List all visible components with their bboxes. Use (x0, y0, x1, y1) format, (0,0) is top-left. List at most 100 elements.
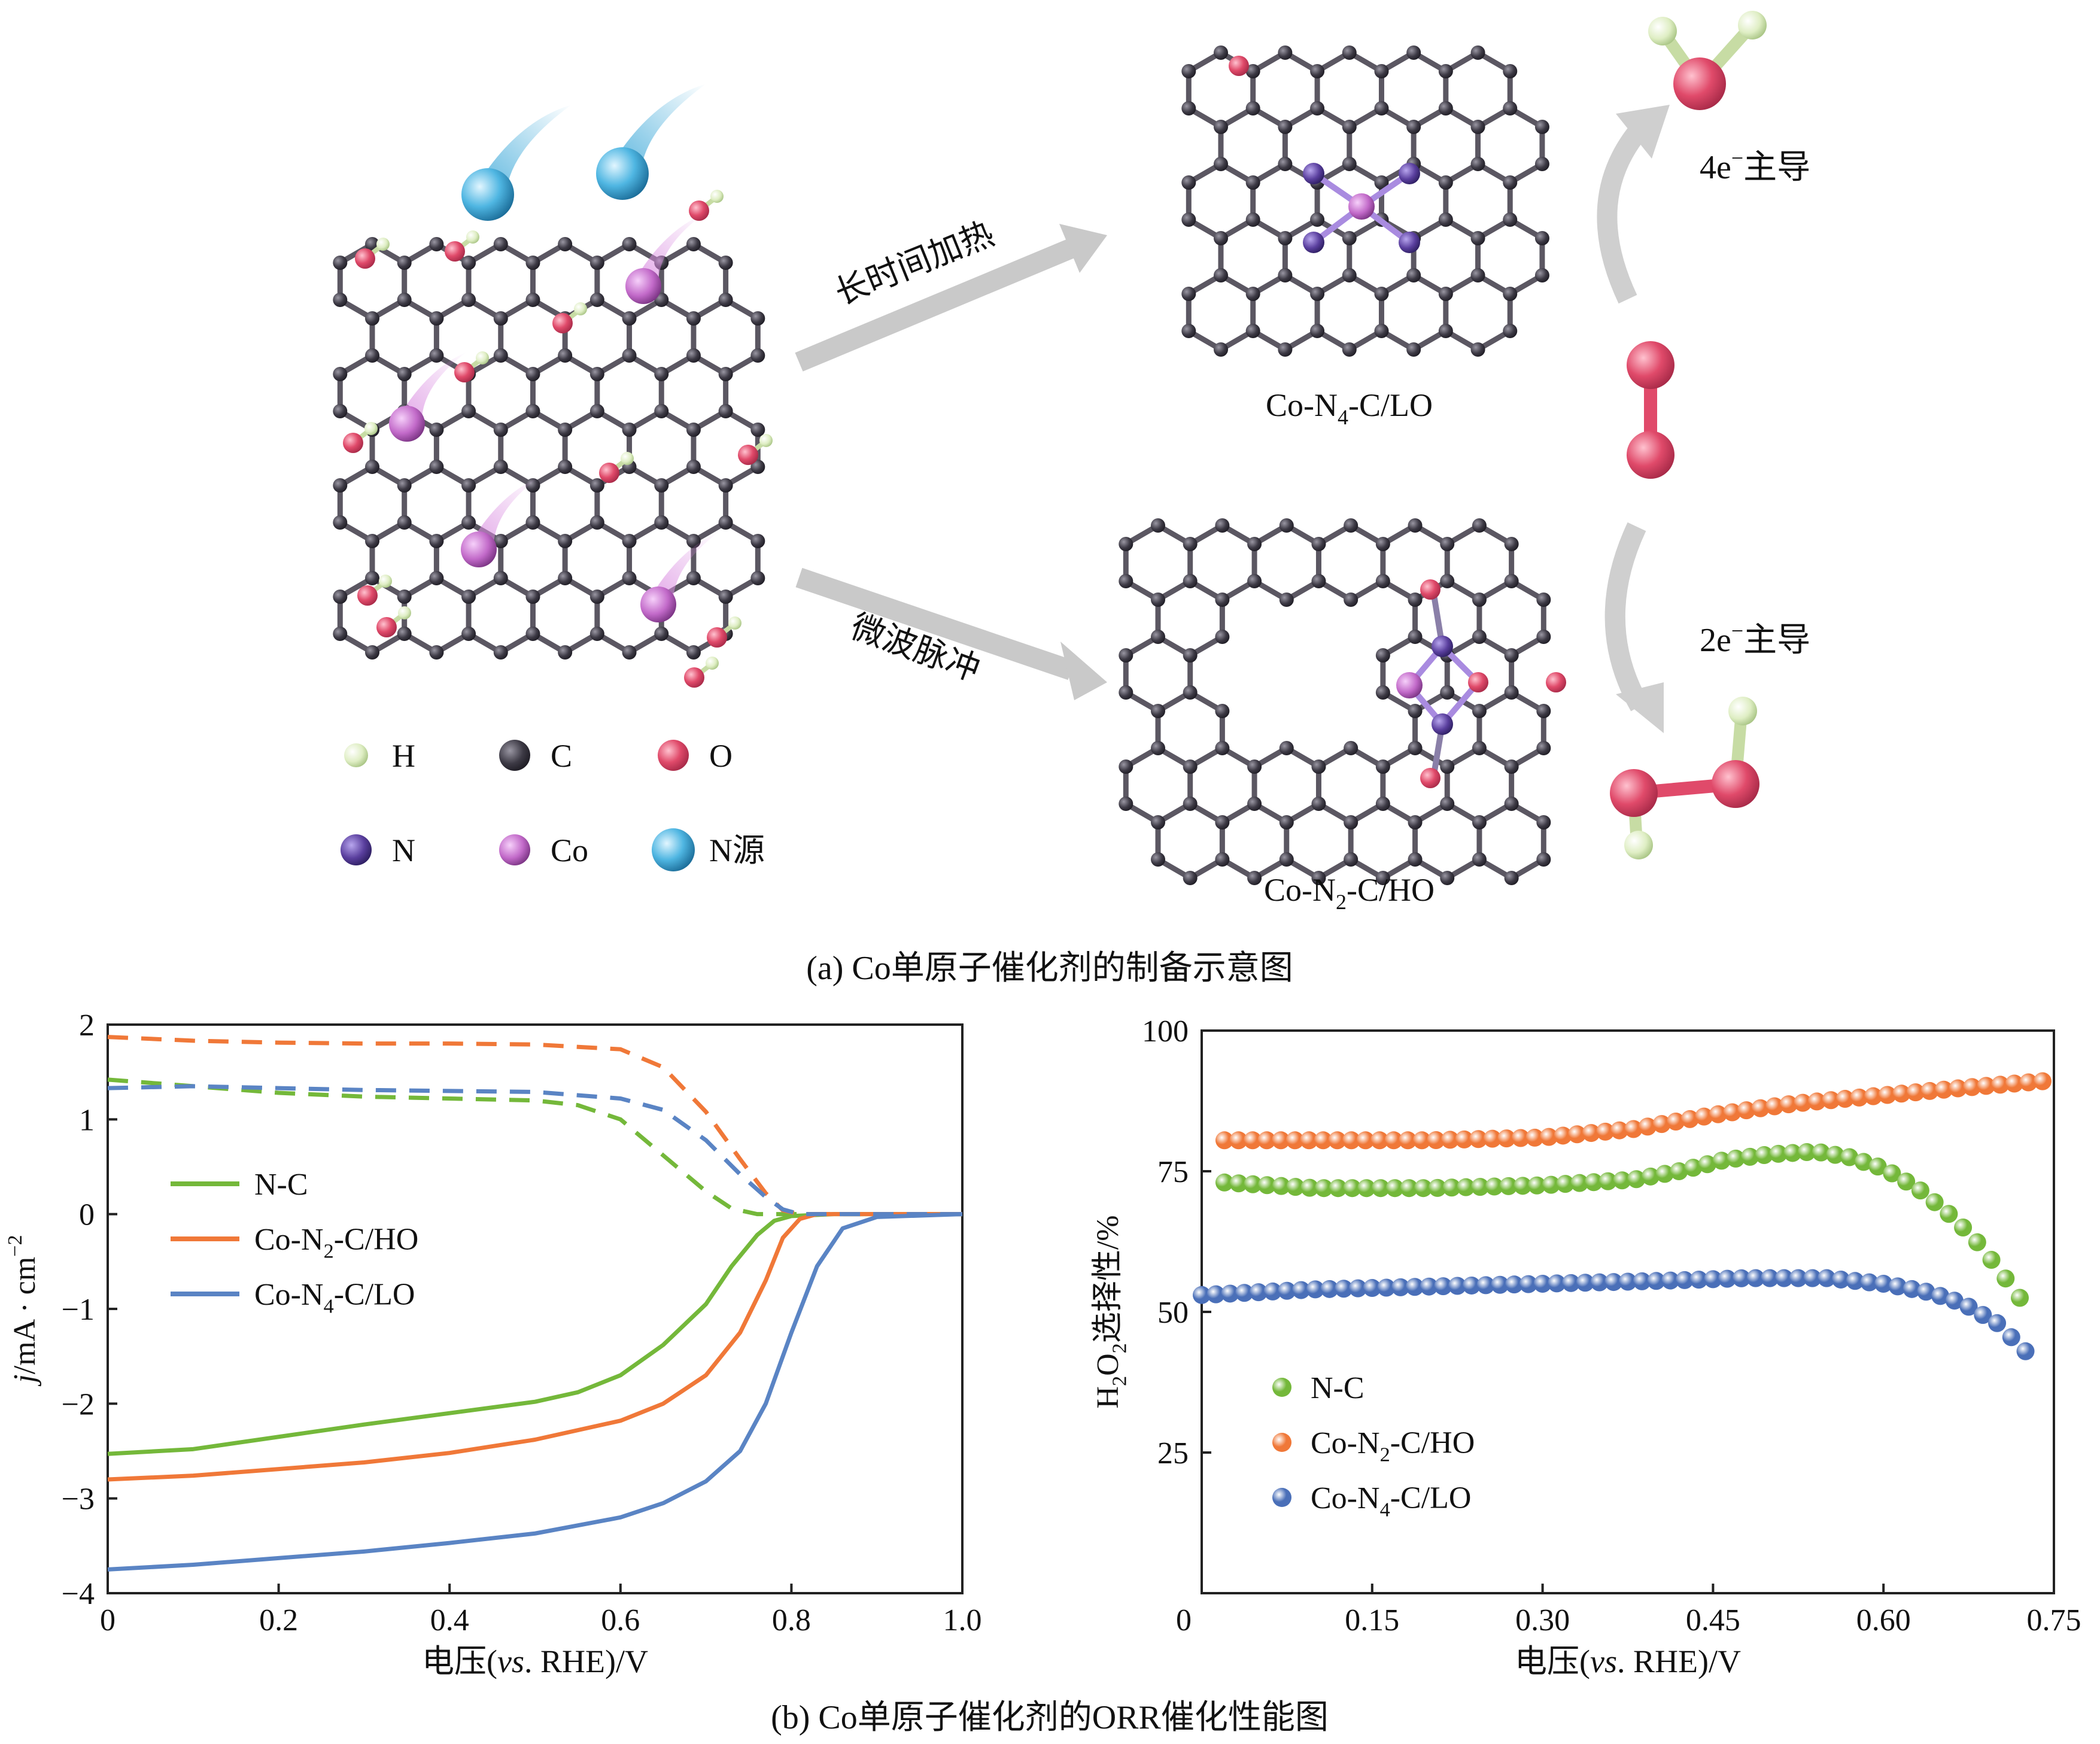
data-point-1 (1455, 1130, 1473, 1149)
carbon-atom (1375, 871, 1390, 885)
hydrogen-atom (728, 616, 741, 630)
route-2e-arrowhead (1616, 682, 1664, 733)
data-point-1 (1949, 1079, 1967, 1098)
data-point-2 (1562, 1274, 1581, 1292)
carbon-atom (1344, 815, 1359, 830)
data-point-1 (2019, 1073, 2038, 1092)
carbon-atom (686, 460, 701, 474)
carbon-atom (461, 256, 476, 270)
carbon-atom (1311, 759, 1326, 774)
legend-label-1: Co-N2-C/HO (1311, 1426, 1475, 1466)
carbon-atom (1214, 45, 1228, 60)
data-point-0 (1655, 1165, 1674, 1183)
data-point-1 (1285, 1131, 1304, 1150)
data-point-1 (1483, 1129, 1502, 1148)
oxygen-atom (684, 667, 704, 688)
co-n4-c-lo-label: Co-N4-C/LO (1266, 387, 1433, 429)
co-sphere (625, 268, 661, 304)
carbon-atom (1311, 797, 1326, 811)
route-4e-arrowhead (1616, 105, 1670, 159)
legend-marker-0 (1272, 1378, 1291, 1397)
legend-label-0: N-C (1311, 1371, 1364, 1405)
carbon-atom (1151, 704, 1165, 718)
carbon-atom (1181, 64, 1196, 78)
data-point-2 (1803, 1269, 1822, 1287)
data-point-2 (1306, 1280, 1324, 1299)
data-point-0 (1897, 1172, 1916, 1191)
data-point-0 (1613, 1171, 1631, 1190)
carbon-atom (718, 515, 733, 530)
data-point-2 (1874, 1275, 1893, 1293)
carbon-atom (750, 571, 765, 585)
data-point-2 (1278, 1281, 1296, 1300)
lsv-chart: 0 0.2 0.4 0.6 0.8 1.0 2 1 0 −1 −2 −3 −4 电压(vs. RHE)/V… (4, 1008, 981, 1679)
carbon-atom (1215, 593, 1230, 607)
carbon-atom (1440, 537, 1455, 551)
y-tick-label: −3 (62, 1482, 95, 1517)
data-point-0 (1727, 1149, 1745, 1168)
carbon-atom (1119, 574, 1133, 588)
data-point-0 (1514, 1177, 1532, 1195)
legend-label-1: Co-N2-C/HO (254, 1222, 418, 1262)
x-tick-label: 0.2 (259, 1603, 298, 1637)
carbon-atom (365, 460, 379, 474)
nitrogen-atom (1399, 163, 1420, 184)
data-point-0 (1940, 1205, 1958, 1223)
oxygen-atom (376, 617, 397, 637)
y-tick-label: 100 (1142, 1014, 1189, 1049)
data-point-1 (1794, 1093, 1812, 1112)
carbon-atom (397, 293, 412, 307)
carbon-atom (1214, 157, 1228, 171)
data-point-1 (1680, 1110, 1699, 1128)
carbon-atom (1406, 120, 1421, 134)
carbon-atom (1181, 324, 1196, 338)
data-point-0 (1556, 1175, 1575, 1193)
carbon-atom (525, 404, 540, 418)
panel-b-caption: (b) Co单原子催化剂的ORR催化性能图 (771, 1699, 1329, 1736)
carbon-atom (1472, 593, 1487, 607)
data-point-1 (1314, 1131, 1332, 1150)
data-point-1 (1822, 1091, 1840, 1110)
carbon-atom (493, 534, 508, 548)
carbon-atom (1214, 120, 1228, 134)
carbon-atom (1342, 120, 1357, 134)
data-point-2 (1761, 1269, 1779, 1287)
carbon-atom (1119, 759, 1133, 774)
hydrogen-atom (398, 606, 411, 619)
panel-a-schematic: 长时间加热 微波脉冲 Co-N4-C/LO Co-N2-C/HO 4e−主导 2… (333, 11, 1810, 987)
carbon-atom (1151, 518, 1165, 533)
data-point-0 (1372, 1179, 1390, 1198)
carbon-atom (1536, 741, 1551, 755)
data-point-1 (1582, 1124, 1600, 1143)
data-point-1 (1300, 1131, 1318, 1150)
water-hydrogen (1648, 17, 1677, 45)
carbon-atom (1472, 852, 1487, 867)
carbon-atom (718, 256, 733, 270)
carbon-atom (1310, 64, 1325, 78)
carbon-atom (1119, 648, 1133, 663)
data-point-2 (1917, 1283, 1935, 1301)
oxygen-atom (355, 248, 375, 269)
carbon-atom (622, 237, 637, 251)
carbon-atom (589, 367, 604, 381)
legend-swatch-4 (499, 834, 530, 865)
carbon-atom (1470, 231, 1485, 245)
carbon-atom (558, 237, 573, 251)
data-point-0 (1428, 1178, 1446, 1197)
carbon-atom (622, 348, 637, 363)
carbon-atom (461, 404, 476, 418)
carbon-atom (429, 534, 444, 548)
oxygen-atom (1546, 672, 1566, 692)
data-point-1 (1540, 1128, 1558, 1146)
carbon-atom (1279, 815, 1294, 830)
carbon-atom (558, 534, 573, 548)
data-point-2 (1633, 1272, 1651, 1290)
o2-oxygen (1627, 431, 1674, 479)
carbon-atom (1215, 630, 1230, 644)
data-point-0 (1954, 1219, 1973, 1236)
x-tick-label: 0 (1176, 1603, 1192, 1637)
route-2e-arrow (1604, 522, 1649, 712)
carbon-atom (365, 348, 379, 363)
data-point-2 (1619, 1272, 1637, 1291)
data-point-0 (1684, 1159, 1703, 1177)
